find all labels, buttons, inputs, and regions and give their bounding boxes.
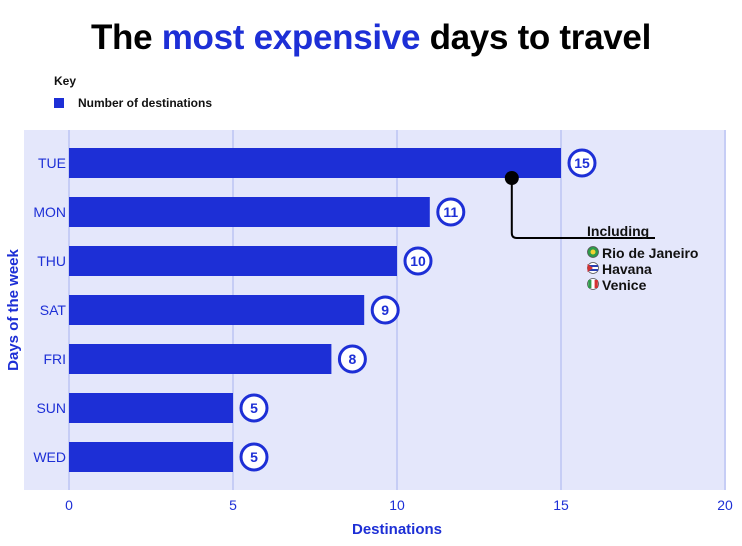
data-label-circle bbox=[567, 148, 597, 178]
bar bbox=[69, 197, 430, 227]
annotation-item: Rio de Janeiro bbox=[602, 245, 698, 261]
annotation-item: Venice bbox=[602, 277, 647, 293]
bar bbox=[69, 148, 561, 178]
x-tick-label: 15 bbox=[553, 497, 569, 513]
bar bbox=[69, 295, 365, 325]
bar bbox=[69, 344, 332, 374]
data-label-circle bbox=[337, 344, 367, 374]
title-highlight: most expensive bbox=[161, 18, 421, 57]
x-tick-label: 0 bbox=[65, 497, 73, 513]
category-label: MON bbox=[33, 204, 66, 220]
flag-stripe bbox=[588, 280, 592, 288]
x-tick-label: 10 bbox=[389, 497, 405, 513]
data-label-circle bbox=[239, 442, 269, 472]
category-label: TUE bbox=[38, 155, 66, 171]
category-label: WED bbox=[33, 449, 66, 465]
key-heading: Key bbox=[54, 74, 77, 88]
category-label: THU bbox=[37, 253, 66, 269]
bar bbox=[69, 442, 233, 472]
annotation-item: Havana bbox=[602, 261, 652, 277]
x-tick-label: 5 bbox=[229, 497, 237, 513]
bars bbox=[69, 148, 561, 472]
data-label-circle bbox=[436, 197, 466, 227]
data-label: 9 bbox=[381, 302, 389, 318]
legend-item: Number of destinations bbox=[54, 96, 212, 110]
flag-stripe bbox=[594, 280, 598, 288]
callout-dot bbox=[504, 171, 519, 185]
data-label: 5 bbox=[250, 449, 258, 465]
flag-detail bbox=[590, 249, 596, 255]
title-pre: The bbox=[90, 18, 162, 57]
brazil-flag-icon bbox=[587, 246, 599, 258]
bar bbox=[69, 246, 397, 276]
title-post: days to travel bbox=[420, 18, 652, 57]
chart-title: The most expensive days to travel bbox=[0, 18, 742, 58]
data-label: 8 bbox=[349, 351, 357, 367]
data-label: 11 bbox=[443, 204, 458, 220]
x-tick-labels: 0 5 10 15 20 bbox=[65, 497, 733, 513]
category-labels: TUE MON THU SAT FRI SUN WED bbox=[33, 155, 66, 465]
legend-label: Number of destinations bbox=[78, 96, 213, 110]
annotation-title: Including bbox=[587, 223, 649, 239]
italy-flag-icon bbox=[587, 278, 599, 290]
category-label: FRI bbox=[43, 351, 66, 367]
x-tick-label: 20 bbox=[717, 497, 733, 513]
x-axis-label: Destinations bbox=[352, 521, 442, 538]
legend-swatch bbox=[54, 98, 64, 108]
data-label-circle bbox=[403, 246, 433, 276]
category-label: SAT bbox=[40, 302, 67, 318]
data-label: 10 bbox=[410, 253, 426, 269]
data-labels: 15 11 10 9 8 5 5 bbox=[239, 148, 597, 472]
callout-line bbox=[510, 178, 655, 239]
data-label-circle bbox=[239, 393, 269, 423]
cuba-flag-icon bbox=[587, 262, 599, 274]
flag-stripe bbox=[588, 269, 598, 271]
data-label: 5 bbox=[250, 400, 258, 416]
bar bbox=[69, 393, 233, 423]
y-axis-label: Days of the week bbox=[5, 248, 22, 370]
data-label-circle bbox=[370, 295, 400, 325]
data-label: 15 bbox=[574, 155, 590, 171]
flag-stripe bbox=[588, 265, 598, 267]
category-label: SUN bbox=[36, 400, 66, 416]
flag-triangle bbox=[587, 264, 593, 272]
